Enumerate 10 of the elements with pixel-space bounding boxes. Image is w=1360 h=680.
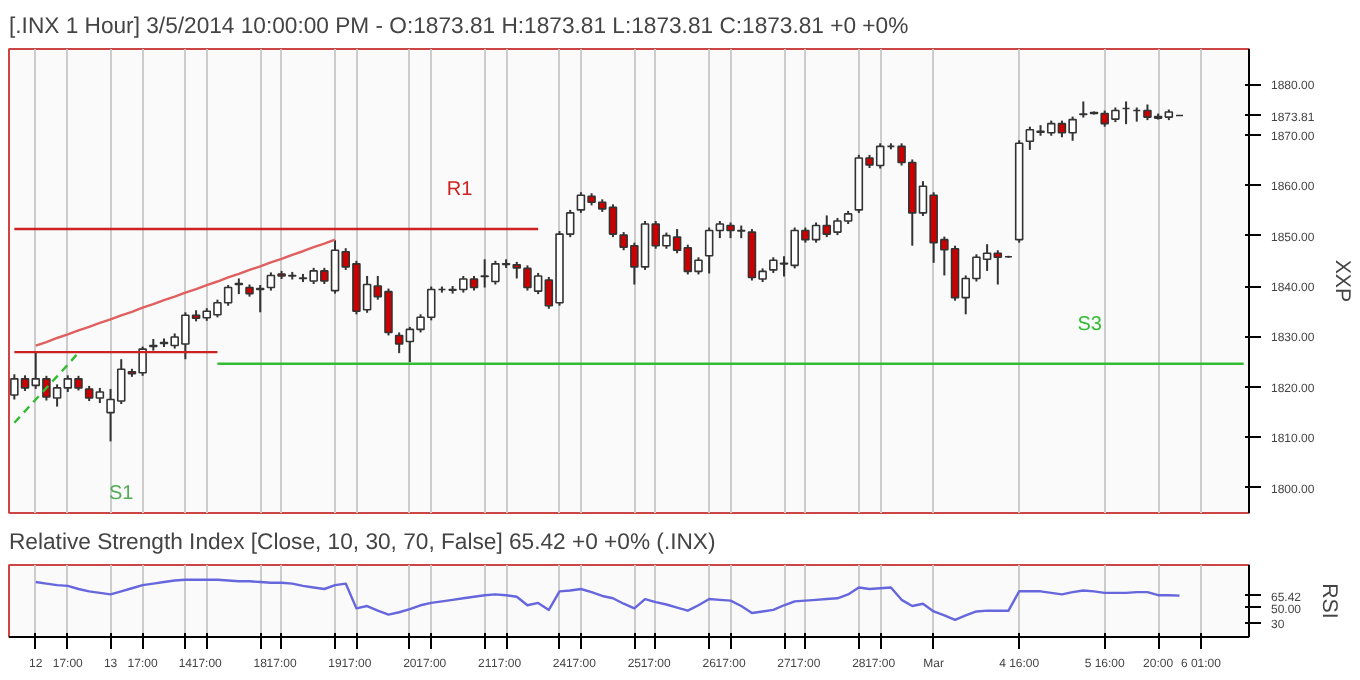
series-label: R1 (446, 179, 474, 202)
series-label: S3 (1077, 313, 1103, 336)
line-series (34, 578, 1181, 622)
chart-title: Relative Strength Index [Close, 10, 30, 70, False] 65.42 +0 +0% (.INX) (9, 531, 716, 555)
line-series (34, 238, 337, 347)
line-series (13, 351, 80, 424)
annotation: S1 (109, 483, 135, 505)
chart-title: [.INX 1 Hour] 3/5/2014 10:00:00 PM - O:1873.81 H:1873.81 L:1873.81 C:1873.81 +0 +0% (9, 15, 909, 39)
y-axis-title: XXP (1330, 259, 1355, 303)
y-axis-title: RSI (1317, 583, 1342, 619)
